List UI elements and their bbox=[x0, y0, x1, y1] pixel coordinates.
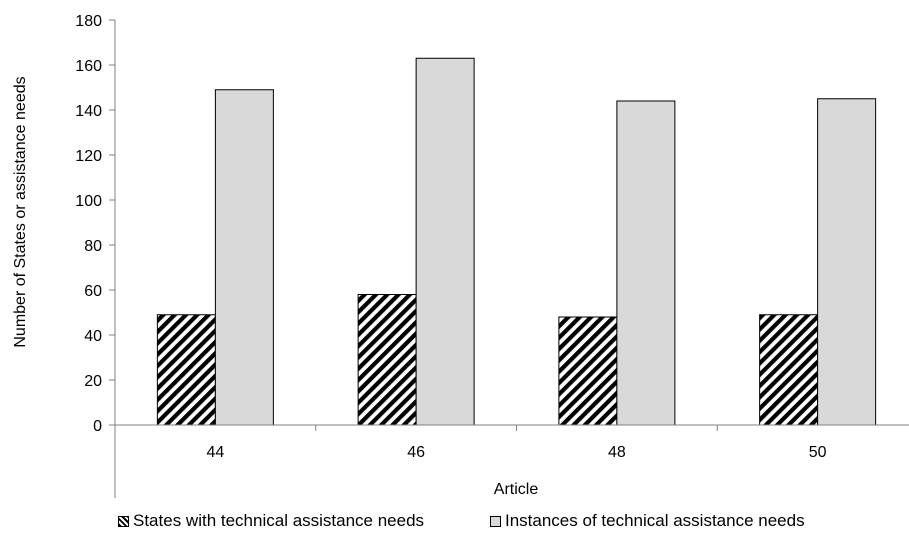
x-tick-label: 44 bbox=[206, 444, 224, 461]
legend-swatch-hatch bbox=[118, 515, 129, 527]
y-tick-label: 80 bbox=[84, 238, 102, 255]
y-tick-label: 160 bbox=[75, 58, 102, 75]
y-tick-label: 100 bbox=[75, 193, 102, 210]
y-tick-label: 0 bbox=[93, 418, 102, 435]
y-tick-label: 40 bbox=[84, 328, 102, 345]
legend-item-instances: Instances of technical assistance needs bbox=[490, 511, 805, 531]
bar-instances-44 bbox=[214, 89, 274, 426]
x-tick-label: 50 bbox=[809, 444, 827, 461]
x-axis: 44 46 48 50 bbox=[114, 424, 909, 461]
y-tick-label: 140 bbox=[75, 103, 102, 120]
bar-instances-46 bbox=[415, 57, 475, 426]
legend-item-states: States with technical assistance needs bbox=[118, 511, 424, 531]
y-tick-label: 120 bbox=[75, 148, 102, 165]
x-tick-label: 48 bbox=[608, 444, 626, 461]
bar-states-48 bbox=[558, 316, 618, 426]
bar-instances-50 bbox=[817, 98, 877, 426]
bar-states-46 bbox=[357, 294, 417, 426]
y-axis-label: Number of States or assistance needs bbox=[12, 76, 29, 347]
y-tick-label: 180 bbox=[75, 13, 102, 30]
x-axis-label: Article bbox=[494, 481, 539, 498]
y-tick-label: 20 bbox=[84, 373, 102, 390]
legend-swatch-gray bbox=[490, 515, 501, 527]
x-tick-label: 46 bbox=[407, 444, 425, 461]
legend-label-states: States with technical assistance needs bbox=[133, 511, 425, 530]
bar-instances-48 bbox=[616, 100, 676, 426]
y-tick-label: 60 bbox=[84, 283, 102, 300]
y-axis: 0 20 40 60 80 100 120 140 160 180 bbox=[75, 13, 116, 498]
bar-states-50 bbox=[759, 314, 819, 426]
legend-label-instances: Instances of technical assistance needs bbox=[505, 511, 805, 530]
bars bbox=[156, 57, 877, 426]
bar-states-44 bbox=[156, 314, 216, 426]
